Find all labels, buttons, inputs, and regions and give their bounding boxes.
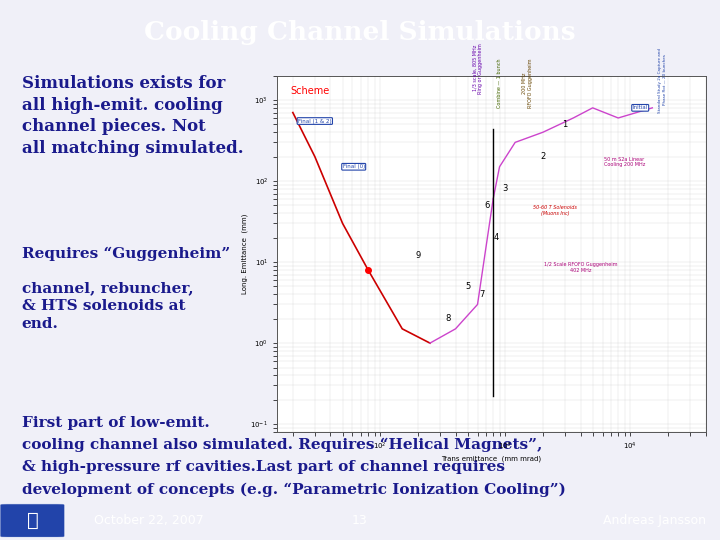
Text: First part of low-emit.: First part of low-emit.	[22, 415, 210, 429]
Text: 1: 1	[562, 120, 567, 129]
Text: development of concepts (e.g. “Parametric Ionization Cooling”): development of concepts (e.g. “Parametri…	[22, 483, 565, 497]
Text: cooling channel also simulated. Requires “Helical Magnets”,: cooling channel also simulated. Requires…	[22, 437, 542, 452]
Text: Final (0): Final (0)	[343, 164, 365, 169]
FancyBboxPatch shape	[0, 504, 65, 537]
Text: 2: 2	[540, 152, 546, 161]
Text: Standard Study 2a Capture and
Phase Rot — 20 bunches: Standard Study 2a Capture and Phase Rot …	[658, 48, 667, 112]
Text: 8: 8	[446, 314, 451, 323]
Text: channel, rebuncher,
& HTS solenoids at
end.: channel, rebuncher, & HTS solenoids at e…	[22, 282, 193, 332]
Text: Combine — 1 bunch: Combine — 1 bunch	[497, 58, 502, 108]
Text: & high-pressure rf cavities.Last part of channel requires: & high-pressure rf cavities.Last part of…	[22, 460, 505, 474]
Text: 7: 7	[480, 290, 485, 299]
Text: Initial: Initial	[633, 105, 648, 110]
Text: October 22, 2007: October 22, 2007	[94, 514, 203, 527]
Text: 9: 9	[415, 251, 420, 260]
Text: 1/2 Scale RFOFO Guggenheim
402 MHz: 1/2 Scale RFOFO Guggenheim 402 MHz	[544, 262, 617, 273]
Text: Simulations exists for
all high-emit. cooling
channel pieces. Not
all matching s: Simulations exists for all high-emit. co…	[22, 75, 243, 157]
Text: 13: 13	[352, 514, 368, 527]
Text: ⯪: ⯪	[27, 511, 38, 530]
Text: Andreas Jansson: Andreas Jansson	[603, 514, 706, 527]
Text: 1/3 scale, 805 MHz
Ring or Guggenheim: 1/3 scale, 805 MHz Ring or Guggenheim	[472, 43, 483, 93]
Text: 50-60 T Solenoids
(Muons Inc): 50-60 T Solenoids (Muons Inc)	[533, 205, 577, 216]
Text: Final (1 & 2): Final (1 & 2)	[298, 119, 332, 124]
Text: 3: 3	[503, 184, 508, 193]
Text: 4: 4	[494, 233, 499, 242]
Text: 50 m S2a Linear
Cooling 200 MHz: 50 m S2a Linear Cooling 200 MHz	[604, 157, 645, 167]
Text: 6: 6	[485, 201, 490, 210]
Text: Scheme: Scheme	[290, 86, 329, 96]
Y-axis label: Long. Emittance  (mm): Long. Emittance (mm)	[241, 214, 248, 294]
X-axis label: Trans emittance  (mm mrad): Trans emittance (mm mrad)	[441, 455, 541, 462]
Text: 200 MHz
RFOFO Guggenheim: 200 MHz RFOFO Guggenheim	[522, 58, 533, 108]
Text: Cooling Channel Simulations: Cooling Channel Simulations	[144, 20, 576, 45]
Text: 5: 5	[465, 282, 470, 291]
Text: Requires “Guggenheim”: Requires “Guggenheim”	[22, 246, 230, 261]
